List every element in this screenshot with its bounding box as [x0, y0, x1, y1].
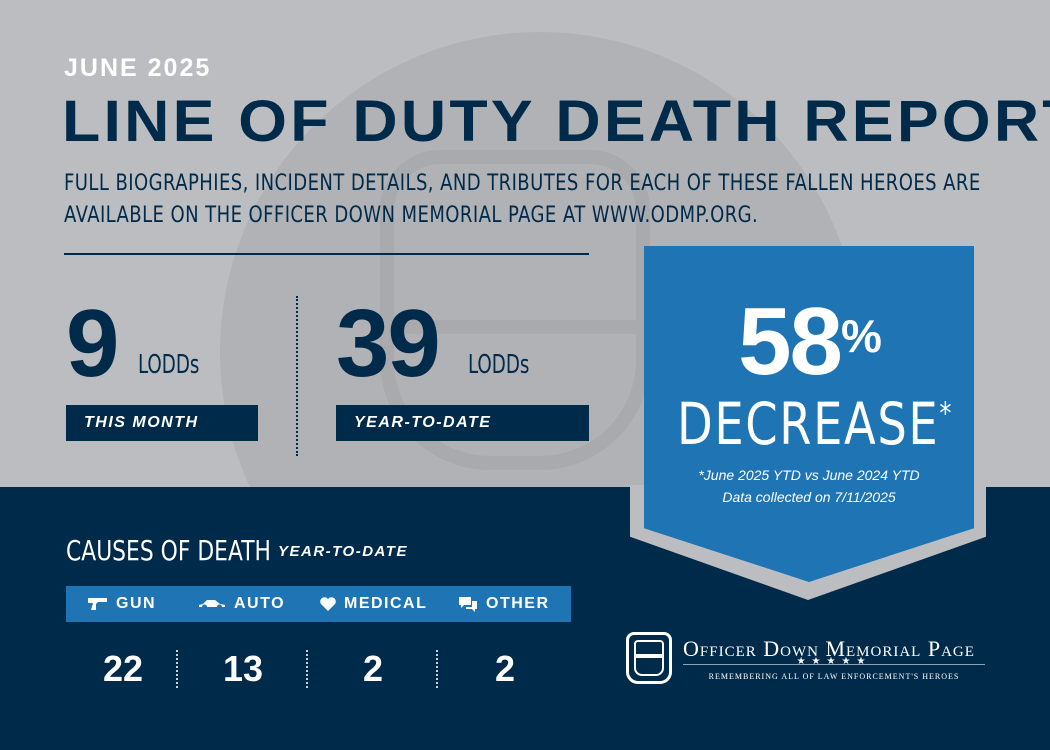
- ytd-unit: LODDs: [468, 350, 530, 380]
- cause-other-label: OTHER: [486, 595, 550, 612]
- percent-sign: %: [840, 310, 882, 362]
- asterisk: *: [939, 396, 953, 432]
- cause-auto: AUTO: [198, 586, 285, 622]
- causes-header-bar: GUN AUTO MEDICAL OTHER: [66, 586, 571, 622]
- callout-note: *June 2025 YTD vs June 2024 YTD Data col…: [644, 464, 974, 508]
- ytd-count: 39: [336, 290, 441, 397]
- logo-divider: [683, 664, 985, 665]
- logo-stars: ★★★★★: [796, 656, 872, 667]
- decrease-label: DECREASE*: [677, 390, 953, 458]
- car-icon: [199, 600, 225, 607]
- other-count: 2: [494, 648, 516, 689]
- count-divider: [306, 650, 308, 688]
- auto-count: 13: [222, 648, 264, 689]
- decrease-callout: 58% DECREASE* *June 2025 YTD vs June 202…: [644, 246, 974, 582]
- divider: [64, 253, 589, 255]
- stats-divider: [296, 296, 298, 456]
- month-count: 9: [66, 290, 119, 397]
- count-divider: [176, 650, 178, 688]
- month-unit: LODDs: [138, 350, 200, 380]
- gun-count: 22: [102, 648, 144, 689]
- page-subtitle: FULL BIOGRAPHIES, INCIDENT DETAILS, AND …: [64, 171, 981, 228]
- report-month: JUNE 2025: [64, 54, 212, 82]
- cause-medical: MEDICAL: [320, 586, 427, 622]
- watermark-badge-icon: [380, 150, 650, 470]
- causes-subtitle: YEAR-TO-DATE: [278, 543, 408, 560]
- logo-tagline: Remembering all of law enforcement's her…: [708, 672, 960, 681]
- count-divider: [436, 650, 438, 688]
- heart-icon: [320, 597, 336, 611]
- note-line-2: Data collected on 7/11/2025: [722, 489, 896, 505]
- cause-medical-label: MEDICAL: [344, 595, 428, 612]
- watermark-badge-band: [380, 320, 650, 334]
- logo-name: Officer Down Memorial Page: [683, 636, 975, 661]
- month-label: THIS MONTH: [66, 405, 258, 441]
- ytd-label: YEAR-TO-DATE: [336, 405, 589, 441]
- cause-auto-label: AUTO: [234, 595, 286, 612]
- page-title: LINE OF DUTY DEATH REPORT: [62, 89, 1050, 154]
- chat-bubbles-icon: [459, 597, 477, 612]
- cause-gun: GUN: [88, 586, 156, 622]
- medical-count: 2: [362, 648, 384, 689]
- cause-other: OTHER: [458, 586, 550, 622]
- odmp-shield-icon: [626, 632, 672, 684]
- causes-title: CAUSES OF DEATH: [66, 534, 271, 567]
- note-line-1: *June 2025 YTD vs June 2024 YTD: [698, 467, 920, 483]
- gun-icon: [88, 598, 107, 610]
- decrease-percent: 58%: [738, 288, 882, 395]
- cause-gun-label: GUN: [116, 595, 157, 612]
